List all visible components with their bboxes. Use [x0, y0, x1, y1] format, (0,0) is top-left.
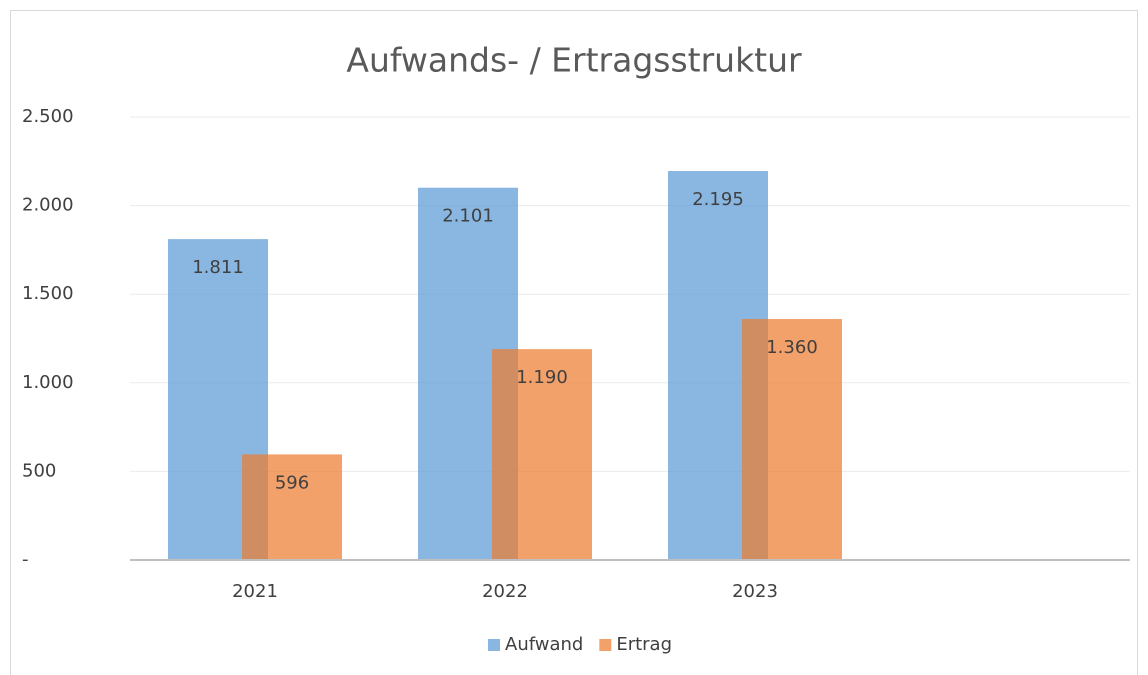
- value-label: 2.195: [692, 189, 744, 210]
- x-tick-label: 2023: [732, 581, 778, 602]
- legend-swatch: [599, 639, 612, 651]
- legend-label: Aufwand: [505, 634, 583, 655]
- bar: [742, 319, 842, 560]
- value-label: 1.190: [516, 367, 568, 388]
- bar: [242, 454, 342, 560]
- value-label: 2.101: [442, 206, 494, 227]
- y-tick-label: 2.500: [22, 106, 74, 127]
- x-tick-label: 2021: [232, 581, 278, 602]
- legend-label: Ertrag: [616, 634, 672, 655]
- bar: [492, 349, 592, 560]
- legend-swatch: [488, 639, 500, 651]
- y-tick-label: 500: [22, 460, 56, 481]
- value-label: 1.811: [192, 257, 244, 278]
- y-tick-label: -: [22, 549, 29, 570]
- chart-title: Aufwands- / Ertragsstruktur: [346, 41, 802, 80]
- y-tick-label: 2.000: [22, 195, 74, 216]
- x-tick-label: 2022: [482, 581, 528, 602]
- y-tick-label: 1.500: [22, 283, 74, 304]
- y-tick-label: 1.000: [22, 372, 74, 393]
- value-label: 1.360: [766, 337, 818, 358]
- value-label: 596: [275, 472, 309, 493]
